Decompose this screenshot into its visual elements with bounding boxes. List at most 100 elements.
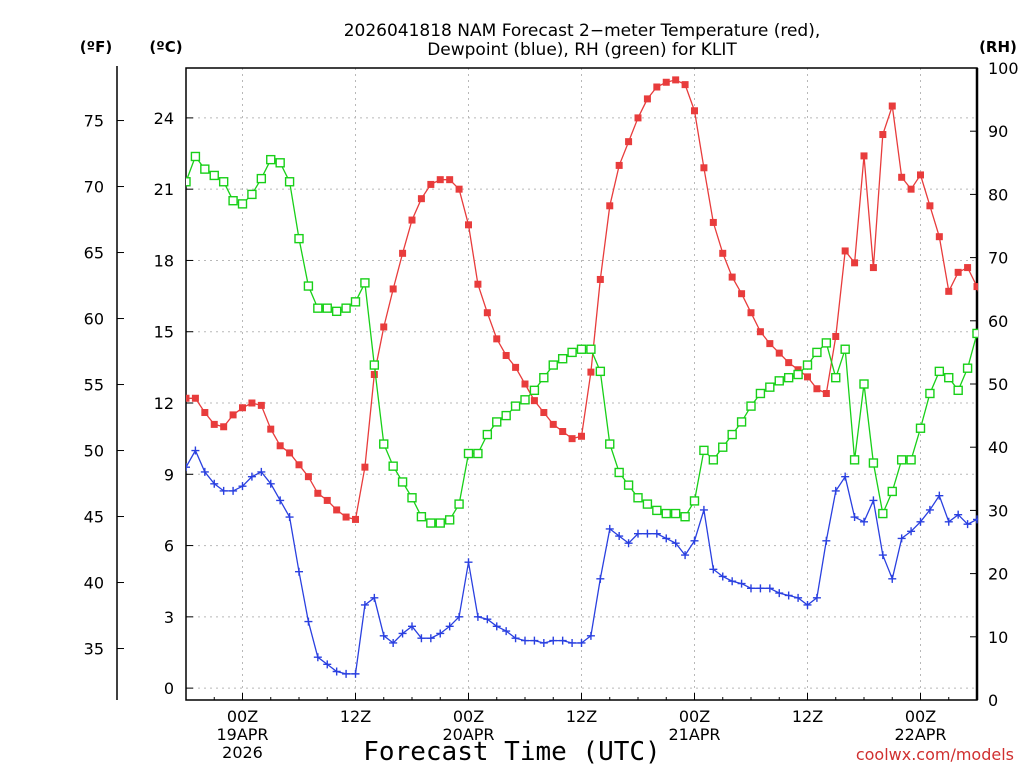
dewpoint-point	[558, 636, 567, 645]
temperature-point	[512, 363, 520, 371]
rh-point	[294, 233, 304, 244]
temperature-point	[662, 78, 670, 86]
temperature-point	[672, 76, 680, 84]
celsius-tick-label: 6	[164, 537, 174, 556]
temperature-point	[700, 164, 708, 172]
temperature-point	[352, 515, 359, 523]
rh-point	[774, 376, 784, 386]
rh-point	[925, 388, 935, 399]
dewpoint-point	[200, 467, 209, 476]
rh-point	[228, 196, 238, 206]
rh-point	[567, 347, 577, 358]
dewpoint-point	[850, 513, 859, 522]
rh-point	[887, 486, 897, 497]
temperature-point	[276, 442, 284, 450]
temperature-point	[483, 309, 491, 317]
dewpoint-point	[417, 634, 426, 643]
temperature-point	[851, 259, 859, 267]
dewpoint-point	[831, 486, 840, 495]
temperature-point	[493, 335, 501, 343]
rh-tick-label: 40	[988, 438, 1008, 457]
rh-point	[746, 401, 756, 411]
rh-point	[247, 189, 257, 200]
rh-tick-label: 60	[988, 312, 1008, 331]
temperature-point	[248, 399, 256, 407]
temperature-point	[389, 285, 397, 293]
temperature-point	[380, 323, 388, 331]
dewpoint-point	[351, 669, 360, 678]
temperature-point	[342, 513, 350, 521]
rh-point	[783, 372, 794, 383]
date-label: 22APR	[894, 725, 946, 744]
rh-point	[218, 177, 229, 187]
dewpoint-point	[728, 577, 737, 586]
temperature-point	[794, 366, 802, 374]
temperature-point	[455, 185, 463, 193]
rh-point	[322, 303, 332, 313]
fahrenheit-tick-label: 45	[84, 508, 104, 527]
dewpoint-point	[897, 534, 906, 543]
rh-point	[642, 499, 653, 509]
rh-point	[727, 429, 737, 440]
dewpoint-point	[718, 572, 727, 581]
dewpoint-point	[652, 529, 661, 538]
dewpoint-point	[860, 517, 868, 526]
rh-point	[275, 158, 285, 168]
dewpoint-point	[925, 505, 934, 514]
dewpoint-point	[747, 584, 755, 593]
dewpoint-point	[295, 567, 303, 576]
rh-point	[878, 508, 888, 519]
celsius-tick-label: 18	[154, 251, 174, 270]
temperature-point	[446, 176, 454, 184]
dewpoint-point	[737, 579, 746, 588]
temperature-point	[408, 216, 416, 224]
temperature-point	[832, 332, 840, 340]
dewpoint-point	[191, 446, 200, 455]
rh-point	[953, 385, 963, 396]
rh-point	[256, 173, 267, 184]
rh-point	[529, 385, 540, 396]
temperature-point	[186, 394, 190, 402]
rh-point	[200, 164, 210, 174]
celsius-tick-label: 0	[164, 679, 174, 698]
temperature-point	[888, 102, 896, 110]
rh-point	[510, 401, 521, 411]
temperature-point	[474, 280, 482, 288]
rh-point	[765, 382, 775, 392]
dewpoint-point	[699, 505, 708, 514]
temperature-point	[653, 83, 661, 91]
year-label: 2026	[222, 743, 263, 762]
celsius-tick-label: 15	[154, 323, 174, 342]
temperature-point	[323, 496, 331, 504]
dewpoint-point	[473, 612, 482, 621]
rh-point	[576, 344, 587, 354]
dewpoint-point	[634, 529, 642, 538]
celsius-unit-label: (ºC)	[149, 38, 182, 56]
rh-point	[586, 344, 596, 354]
rh-point	[906, 455, 916, 465]
temperature-point	[643, 95, 651, 103]
temperature-point	[540, 409, 548, 417]
dewpoint-point	[643, 529, 652, 538]
dewpoint-point	[502, 627, 511, 636]
rh-point	[670, 508, 681, 519]
dewpoint-point	[247, 472, 256, 481]
time-tick-label: 00Z	[905, 707, 936, 726]
dewpoint-point	[756, 584, 765, 593]
rh-point	[341, 303, 351, 313]
dewpoint-point	[605, 524, 614, 533]
celsius-tick-label: 3	[164, 608, 174, 627]
rh-point	[303, 281, 314, 291]
dewpoint-point	[954, 510, 963, 519]
rh-point	[463, 448, 474, 459]
temperature-point	[333, 506, 341, 514]
dewpoint-point	[511, 634, 520, 643]
dewpoint-point	[229, 486, 238, 495]
dewpoint-point	[841, 472, 850, 481]
temperature-point	[220, 423, 228, 431]
temperature-point	[935, 233, 943, 241]
temperature-point	[813, 385, 821, 393]
fahrenheit-tick-label: 60	[84, 310, 104, 329]
temperature-series	[186, 76, 978, 523]
